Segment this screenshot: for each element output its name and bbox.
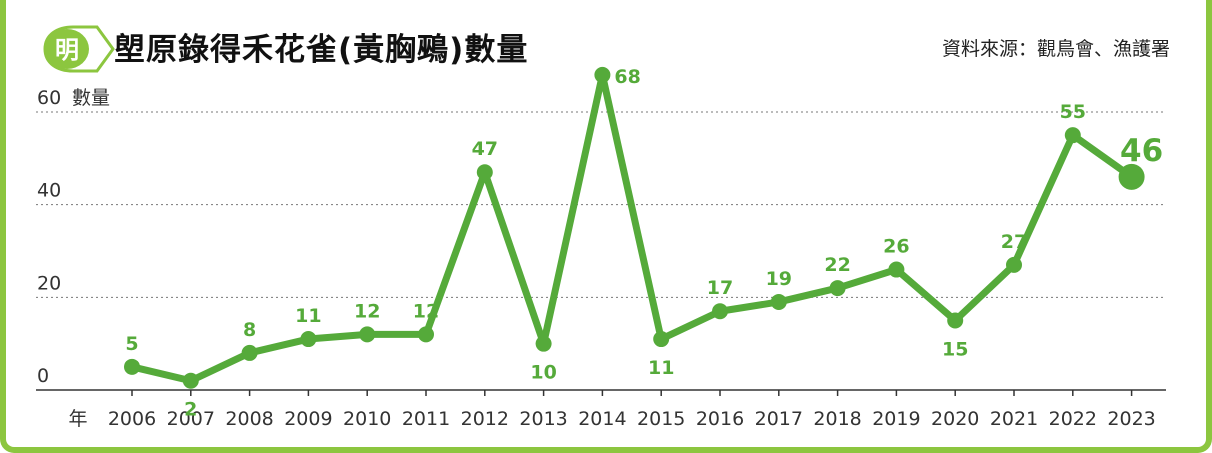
x-tick-label: 2019 [872, 408, 920, 430]
y-axis-ticks: 0 20 40 60 [37, 87, 61, 387]
data-point [829, 280, 846, 297]
data-label: 15 [942, 339, 968, 361]
x-tick-label: 2009 [284, 408, 332, 430]
data-point [712, 303, 728, 320]
x-tick-label: 2007 [167, 408, 215, 430]
x-tick-label: 2020 [931, 408, 979, 430]
data-point [476, 164, 493, 181]
x-tick-label: 2017 [755, 408, 803, 430]
data-point [418, 326, 434, 343]
x-tick-label: 2012 [461, 408, 509, 430]
data-label: 11 [295, 305, 321, 327]
logo-text: 明 [55, 36, 79, 64]
data-point [1064, 127, 1081, 144]
data-label: 68 [614, 66, 640, 88]
data-label: 26 [883, 236, 909, 258]
x-tick-label: 2011 [402, 408, 450, 430]
data-label: 2 [184, 399, 197, 421]
source-note: 資料來源：觀鳥會、漁護署 [941, 38, 1170, 60]
x-tick-label: 2013 [519, 408, 567, 430]
data-point [124, 358, 140, 375]
x-tick-label: 2023 [1107, 408, 1155, 430]
data-point [888, 261, 905, 278]
data-label: 47 [472, 138, 498, 160]
data-labels: 5 2 8 11 12 12 47 10 68 11 17 19 22 26 15 27 55 46 [125, 66, 1163, 421]
series-line [128, 71, 1136, 385]
data-point [535, 335, 552, 352]
data-label: 12 [354, 300, 380, 322]
x-tick-label: 2015 [637, 408, 685, 430]
x-tick-label: 2018 [813, 408, 861, 430]
series-count [128, 71, 1136, 385]
y-tick-label: 0 [37, 365, 49, 387]
data-point [300, 331, 317, 348]
x-axis: 2006 2007 2008 2009 2010 2011 2012 2013 2014 2015… [108, 390, 1156, 430]
data-point [770, 293, 787, 310]
x-tick-label: 2010 [343, 408, 391, 430]
x-tick-label: 2016 [696, 408, 744, 430]
data-label: 10 [530, 362, 556, 384]
data-label: 5 [125, 333, 138, 355]
y-axis-label: 數量 [72, 87, 110, 109]
x-tick-label: 2006 [108, 408, 156, 430]
data-label: 8 [243, 319, 256, 341]
y-tick-label: 20 [37, 272, 61, 294]
data-label: 22 [824, 254, 850, 276]
data-point [241, 344, 258, 361]
data-point [359, 326, 376, 343]
speech-bubble-logo-icon: 明 [43, 25, 115, 73]
data-point-highlight [1118, 163, 1145, 190]
data-label: 19 [766, 268, 792, 290]
data-label: 46 [1120, 133, 1163, 169]
x-tick-label: 2022 [1049, 408, 1097, 430]
data-point [1006, 256, 1022, 273]
data-label: 17 [707, 277, 733, 299]
data-point [947, 312, 964, 329]
data-point [653, 331, 670, 348]
data-label: 11 [648, 357, 674, 379]
x-tick-label: 2021 [990, 408, 1038, 430]
x-tick-label: 2008 [225, 408, 273, 430]
data-markers [124, 66, 1145, 389]
data-label: 27 [1001, 231, 1027, 253]
chart-title: 塱原錄得禾花雀(黃胸鵐)數量 [114, 32, 529, 68]
data-point [594, 66, 611, 83]
x-tick-label: 2014 [578, 408, 626, 430]
gridlines [36, 111, 1166, 391]
data-label: 55 [1060, 101, 1086, 123]
data-label: 12 [413, 300, 439, 322]
y-tick-label: 40 [37, 180, 61, 202]
x-axis-label: 年 [68, 408, 87, 430]
data-point [182, 372, 199, 389]
y-tick-label: 60 [37, 87, 61, 109]
